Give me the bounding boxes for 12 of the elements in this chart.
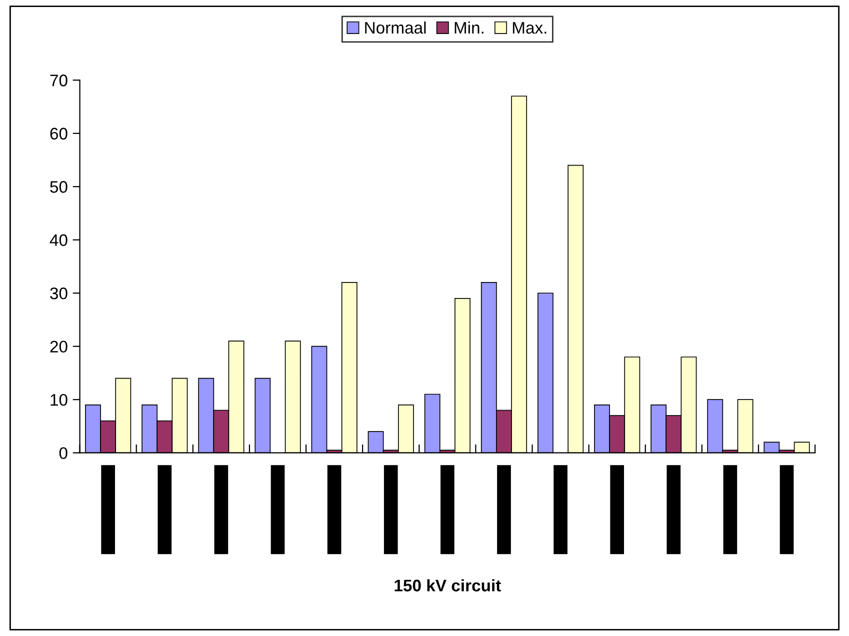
y-tick-label: 70 (50, 74, 68, 86)
legend-label: Min. (454, 21, 484, 34)
y-tick-label: 20 (50, 340, 68, 353)
y-tick-label: 40 (50, 234, 68, 246)
y-tick-label: 30 (50, 288, 68, 300)
y-tick-label: 50 (50, 181, 68, 193)
y-tick-label: 60 (50, 128, 68, 140)
legend-label: Normaal (365, 21, 426, 34)
y-tick-label: 10 (50, 394, 68, 406)
text: 150 kV circuit (394, 579, 501, 592)
legend-label: Max. (512, 22, 546, 34)
y-tick-label: 0 (59, 447, 68, 460)
